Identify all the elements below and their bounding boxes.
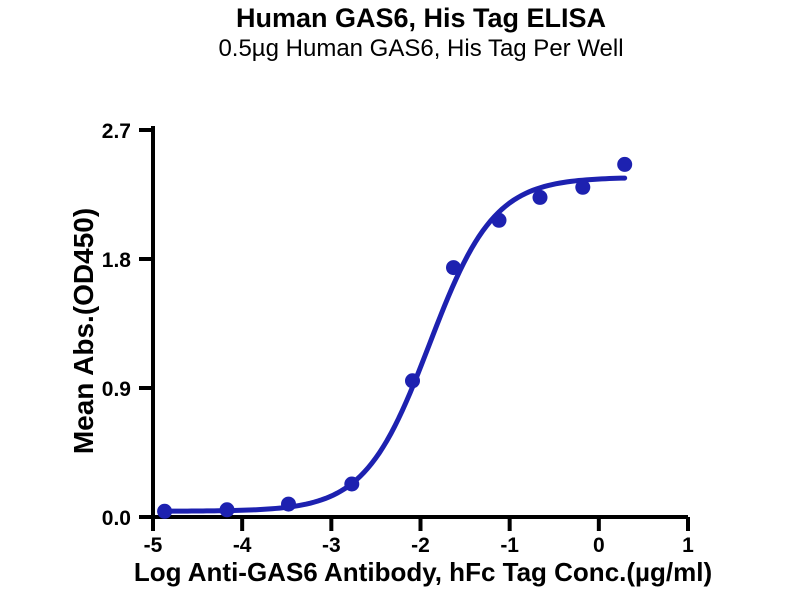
y-axis-ticks: 0.0 0.9 1.8 2.7 [102,120,153,530]
axis-spine [151,126,688,519]
data-point [405,373,420,389]
data-point [344,476,360,492]
x-tick-label: -4 [233,534,252,557]
x-tick-label: -3 [322,534,341,557]
x-tick-label: 0 [593,534,605,557]
y-tick-label: 2.7 [102,120,131,143]
data-point [281,496,296,512]
data-point [575,179,591,195]
data-point [617,156,633,172]
data-point [157,503,173,519]
x-axis-label: Log Anti-GAS6 Antibody, hFc Tag Conc.(µg… [134,557,712,587]
data-points [157,156,633,519]
x-tick-label: -2 [411,534,430,557]
x-axis-ticks: -5 -4 -3 -2 -1 0 1 [144,517,694,557]
x-tick-label: -1 [500,534,519,557]
data-point [491,212,507,228]
fit-curve [162,175,628,514]
x-tick-label: -5 [144,534,163,557]
chart-subtitle: 0.5µg Human GAS6, His Tag Per Well [218,35,624,62]
data-point [219,502,235,518]
y-tick-label: 0.0 [102,507,131,530]
x-tick-label: 1 [682,534,694,557]
y-tick-label: 0.9 [102,378,131,401]
chart-title: Human GAS6, His Tag ELISA [235,3,607,33]
y-axis-label: Mean Abs.(OD450) [68,208,99,454]
data-point [446,260,461,276]
data-point [532,189,548,205]
y-tick-label: 1.8 [102,249,132,272]
